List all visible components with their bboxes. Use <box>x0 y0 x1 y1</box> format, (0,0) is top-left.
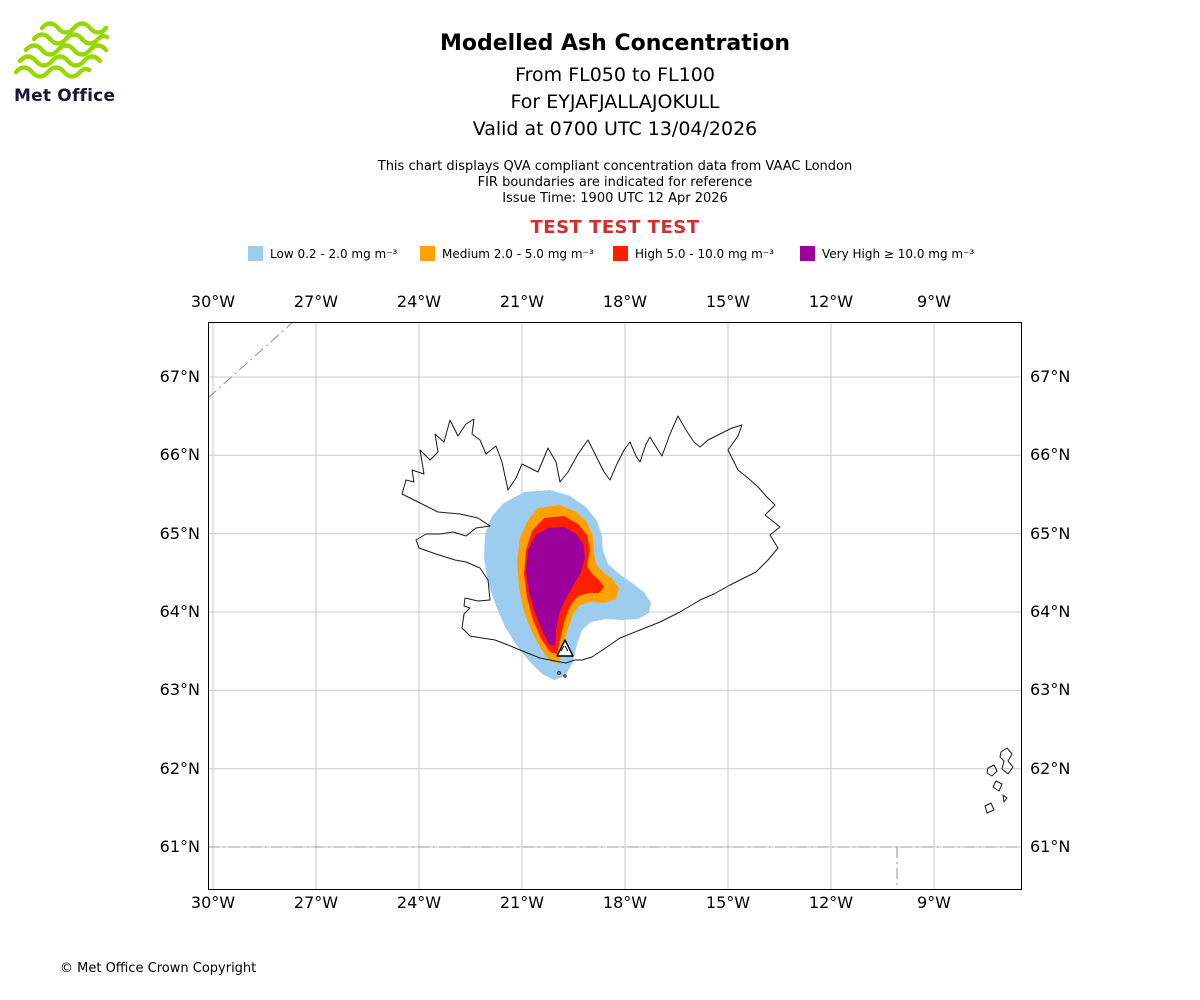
legend-swatch-low <box>248 246 263 261</box>
lon-label-bottom: 9°W <box>917 893 951 912</box>
lon-label-top: 21°W <box>499 292 545 311</box>
lat-label-right: 65°N <box>1030 524 1071 543</box>
lat-label-right: 61°N <box>1030 837 1071 856</box>
lon-label-bottom: 21°W <box>499 893 545 912</box>
lon-label-bottom: 24°W <box>396 893 442 912</box>
plume-contour-very-high <box>526 527 585 646</box>
info-issue-time: Issue Time: 1900 UTC 12 Apr 2026 <box>502 191 728 206</box>
subtitle-volcano: For EYJAFJALLAJOKULL <box>510 91 720 113</box>
map-canvas <box>208 322 1022 890</box>
lat-label-left: 64°N <box>159 602 200 621</box>
legend-label-very-high: Very High ≥ 10.0 mg m⁻³ <box>822 247 975 261</box>
lat-label-right: 62°N <box>1030 759 1071 778</box>
lon-label-top: 12°W <box>808 292 854 311</box>
legend-swatch-medium <box>420 246 435 261</box>
lat-label-left: 66°N <box>159 445 200 464</box>
info-fir-note: FIR boundaries are indicated for referen… <box>477 175 753 190</box>
lon-label-top: 9°W <box>917 292 951 311</box>
lat-label-left: 67°N <box>159 367 200 386</box>
met-office-logo-text: Met Office <box>14 86 116 106</box>
legend-item-low: Low 0.2 - 2.0 mg m⁻³ <box>248 243 397 261</box>
lat-label-right: 64°N <box>1030 602 1071 621</box>
met-office-waves-icon <box>14 21 110 79</box>
map-border <box>208 322 1022 890</box>
legend-item-medium: Medium 2.0 - 5.0 mg m⁻³ <box>420 243 594 261</box>
iceland-coastline <box>401 415 781 678</box>
lon-label-bottom: 30°W <box>190 893 236 912</box>
lon-label-bottom: 15°W <box>705 893 751 912</box>
legend-item-very-high: Very High ≥ 10.0 mg m⁻³ <box>800 243 974 261</box>
ash-plume-contours <box>484 490 651 680</box>
legend-label-low: Low 0.2 - 2.0 mg m⁻³ <box>270 247 398 261</box>
test-banner: TEST TEST TEST <box>530 217 700 238</box>
lon-label-top: 27°W <box>293 292 339 311</box>
lat-label-right: 66°N <box>1030 445 1071 464</box>
lon-label-bottom: 12°W <box>808 893 854 912</box>
lon-label-top: 18°W <box>602 292 648 311</box>
lat-label-right: 63°N <box>1030 680 1071 699</box>
lon-label-bottom: 27°W <box>293 893 339 912</box>
lat-label-left: 63°N <box>159 680 200 699</box>
met-office-logo: Met Office <box>14 20 124 106</box>
lat-label-right: 67°N <box>1030 367 1071 386</box>
lat-label-left: 65°N <box>159 524 200 543</box>
legend-label-medium: Medium 2.0 - 5.0 mg m⁻³ <box>442 247 594 261</box>
fir-boundary-diagonal <box>208 322 294 399</box>
legend-swatch-high <box>613 246 628 261</box>
fir-boundary-lines <box>208 322 1022 890</box>
lon-label-top: 15°W <box>705 292 751 311</box>
lon-label-top: 24°W <box>396 292 442 311</box>
legend-item-high: High 5.0 - 10.0 mg m⁻³ <box>613 243 774 261</box>
legend-label-high: High 5.0 - 10.0 mg m⁻³ <box>635 247 774 261</box>
subtitle-valid-time: Valid at 0700 UTC 13/04/2026 <box>472 118 758 140</box>
faroe-islands <box>984 747 1014 814</box>
info-qva-source: This chart displays QVA compliant concen… <box>377 159 853 174</box>
lon-label-top: 30°W <box>190 292 236 311</box>
page-title: Modelled Ash Concentration <box>439 31 791 56</box>
legend-swatch-very-high <box>800 246 815 261</box>
lat-label-left: 62°N <box>159 759 200 778</box>
copyright-notice: © Met Office Crown Copyright <box>60 961 257 976</box>
subtitle-flight-levels: From FL050 to FL100 <box>515 64 715 86</box>
lon-label-bottom: 18°W <box>602 893 648 912</box>
lat-label-left: 61°N <box>159 837 200 856</box>
volcano-marker <box>556 639 574 657</box>
